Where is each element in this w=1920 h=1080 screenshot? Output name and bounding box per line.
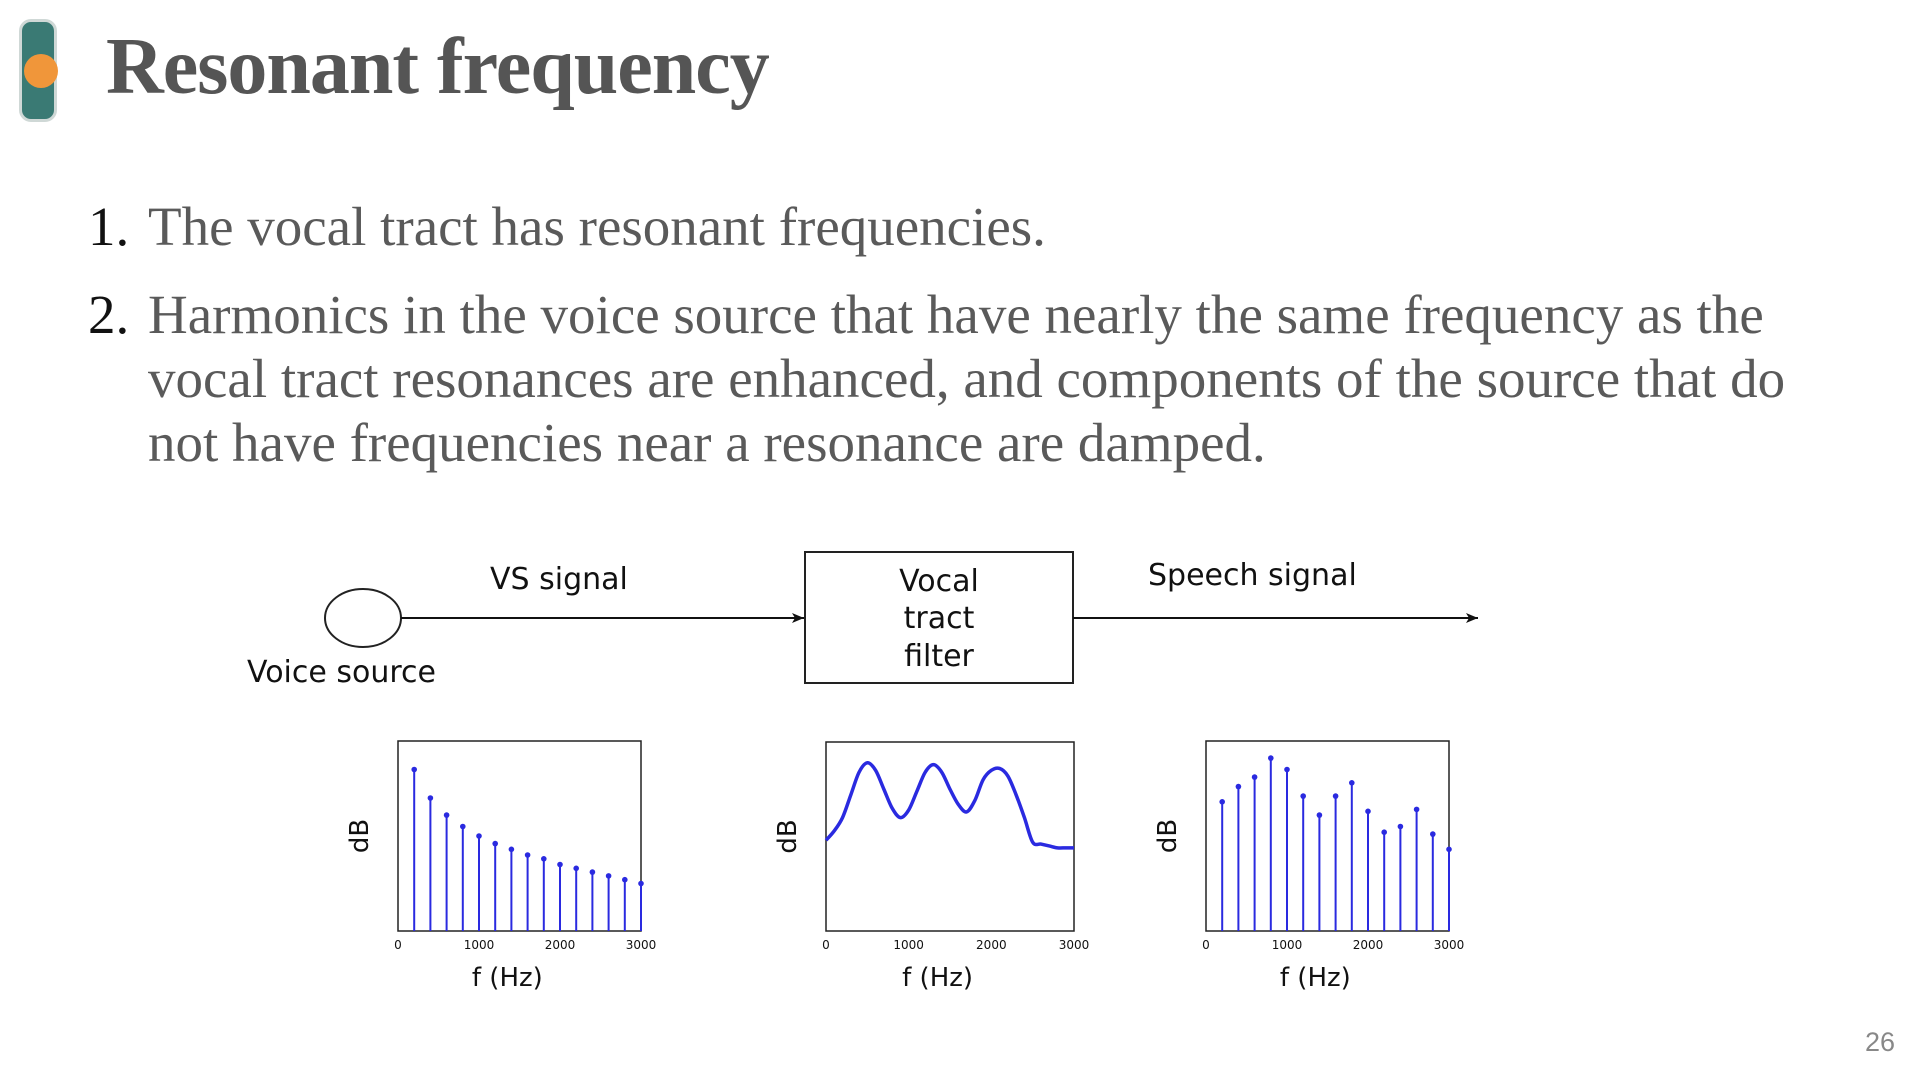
x-tick-label: 2000 (1353, 938, 1384, 952)
source-filter-diagram: Voice source VS signal Vocal tract filte… (247, 551, 1478, 993)
voice-source-circle (324, 588, 402, 648)
chart-frame (1205, 740, 1450, 932)
list-item-number: 2. (88, 284, 130, 345)
list-item-text: The vocal tract has resonant frequencies… (148, 196, 1046, 257)
stem-marker (1219, 799, 1225, 805)
stem-marker (1430, 831, 1436, 837)
response-curve (824, 761, 1074, 850)
filter-label-line-2: tract (904, 601, 975, 636)
title-marker-icon (19, 19, 58, 122)
list-item-number: 1. (88, 196, 130, 257)
y-axis-label: dB (773, 819, 803, 853)
stem-marker (622, 876, 628, 883)
stem-marker (1251, 774, 1258, 780)
filter-label-line-3: filter (904, 639, 974, 674)
y-axis-label: dB (345, 819, 375, 853)
stem-marker (1381, 829, 1387, 835)
stem-marker (1365, 808, 1371, 815)
x-tick-label: 0 (1202, 938, 1210, 952)
list-item: 1. The vocal tract has resonant frequenc… (88, 195, 1848, 259)
stem-marker (1235, 783, 1242, 790)
stem-marker (460, 823, 466, 830)
bullet-list: 1. The vocal tract has resonant frequenc… (88, 195, 1848, 499)
stem-marker (443, 812, 450, 818)
title-marker-dot (24, 54, 58, 88)
stem-marker (1268, 755, 1274, 761)
stem-marker (1397, 823, 1404, 830)
x-tick-label: 1000 (1272, 938, 1303, 952)
stem-marker (589, 869, 596, 875)
stem-marker (427, 795, 434, 801)
x-axis-label: f (Hz) (1280, 963, 1351, 993)
x-tick-label: 3000 (1059, 938, 1090, 952)
x-axis-label: f (Hz) (472, 963, 543, 993)
stem-marker (411, 766, 417, 773)
stem-marker (508, 846, 515, 853)
stem-marker (524, 852, 531, 858)
x-tick-label: 1000 (893, 938, 924, 952)
stem-marker (605, 873, 612, 879)
y-axis-label: dB (1153, 819, 1183, 853)
stem-marker (573, 865, 579, 872)
x-tick-label: 0 (394, 938, 402, 952)
stem-marker (1349, 780, 1355, 786)
vocal-tract-filter-box (804, 551, 1074, 684)
speech-signal-label: Speech signal (1148, 558, 1357, 593)
filter-label-line-1: Vocal (899, 564, 979, 599)
list-item-text: Harmonics in the voice source that have … (148, 284, 1786, 473)
x-tick-label: 1000 (464, 938, 495, 952)
vs-signal-label: VS signal (490, 562, 628, 597)
chart-frame (397, 740, 642, 932)
stem-marker (492, 840, 499, 847)
stem-marker (638, 880, 644, 887)
x-tick-label: 3000 (626, 938, 657, 952)
spectrum-charts: 0 1000 2000 3000 f (Hz) dB 0 1000 2000 3000 f (Hz)… (345, 740, 1465, 993)
x-tick-label: 0 (822, 938, 830, 952)
stem-marker (541, 856, 547, 862)
page-number: 26 (1864, 1027, 1895, 1057)
chart-frame (825, 741, 1075, 932)
list-item: 2. Harmonics in the voice source that ha… (88, 283, 1848, 475)
stem-marker (1413, 806, 1420, 813)
stem-marker (1332, 793, 1339, 799)
stem-marker (1446, 846, 1452, 853)
stem-marker (1284, 766, 1290, 773)
x-axis-label: f (Hz) (902, 963, 973, 993)
stem-marker (557, 861, 563, 868)
x-tick-label: 2000 (545, 938, 576, 952)
slide-title: Resonant frequency (106, 23, 770, 111)
x-tick-label: 3000 (1434, 938, 1465, 952)
x-tick-label: 2000 (976, 938, 1007, 952)
voice-source-label: Voice source (247, 655, 436, 690)
stem-marker (476, 833, 482, 839)
stem-marker (1300, 793, 1306, 799)
stem-marker (1316, 812, 1323, 818)
